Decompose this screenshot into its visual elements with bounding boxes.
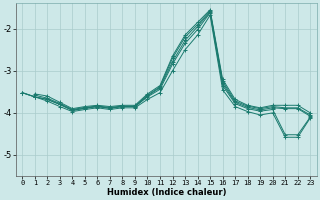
- X-axis label: Humidex (Indice chaleur): Humidex (Indice chaleur): [107, 188, 226, 197]
